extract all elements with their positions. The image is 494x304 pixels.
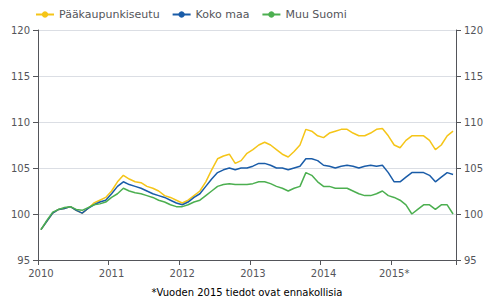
svg-text:110: 110 [464, 117, 483, 128]
svg-text:110: 110 [11, 117, 30, 128]
svg-text:2013: 2013 [240, 268, 265, 279]
svg-text:95: 95 [464, 255, 477, 266]
svg-text:100: 100 [464, 209, 483, 220]
svg-text:*Vuoden 2015 tiedot ovat ennak: *Vuoden 2015 tiedot ovat ennakollisia [152, 287, 343, 298]
svg-text:2012: 2012 [170, 268, 195, 279]
svg-text:Pääkaupunkiseutu: Pääkaupunkiseutu [59, 8, 160, 21]
svg-text:2015*: 2015* [379, 268, 409, 279]
svg-text:2011: 2011 [99, 268, 124, 279]
svg-text:115: 115 [11, 71, 30, 82]
svg-text:2014: 2014 [311, 268, 336, 279]
svg-text:Koko maa: Koko maa [196, 8, 250, 21]
svg-text:100: 100 [11, 209, 30, 220]
svg-text:105: 105 [11, 163, 30, 174]
svg-text:115: 115 [464, 71, 483, 82]
svg-text:120: 120 [464, 25, 483, 36]
svg-text:2010: 2010 [28, 268, 53, 279]
svg-text:120: 120 [11, 25, 30, 36]
svg-text:95: 95 [17, 255, 30, 266]
svg-text:Muu Suomi: Muu Suomi [285, 8, 346, 21]
svg-text:105: 105 [464, 163, 483, 174]
